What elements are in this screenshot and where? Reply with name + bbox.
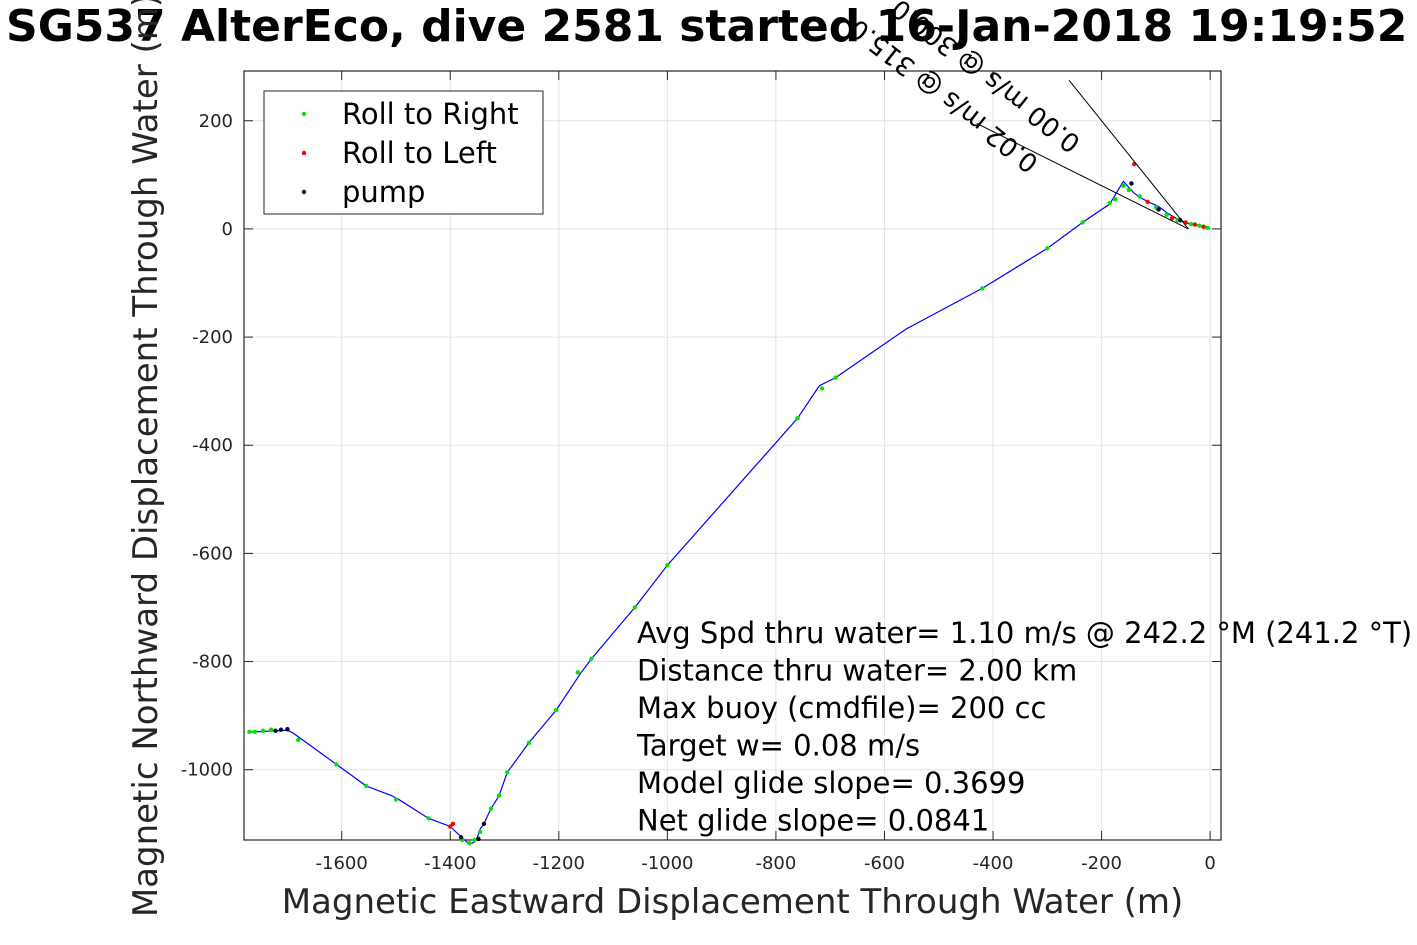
legend: Roll to Right Roll to Left pump xyxy=(263,90,544,215)
roll-right-point xyxy=(1164,212,1169,218)
legend-marker xyxy=(301,150,307,156)
y-tick-label: -800 xyxy=(192,652,233,673)
roll-right-point xyxy=(833,375,838,380)
y-tick-label: -200 xyxy=(192,327,233,348)
pump-point xyxy=(458,835,464,840)
legend-marker xyxy=(301,111,307,117)
roll-right-point xyxy=(426,816,431,821)
roll-right-point xyxy=(1121,183,1126,188)
roll-right-point xyxy=(1112,196,1118,202)
roll-right-point xyxy=(268,727,274,732)
stats-line: Avg Spd thru water= 1.10 m/s @ 242.2 °M … xyxy=(637,616,1412,650)
legend-label: pump xyxy=(342,175,425,209)
roll-right-point xyxy=(252,729,258,735)
x-axis-label: Magnetic Eastward Displacement Through W… xyxy=(282,882,1184,922)
roll-right-point xyxy=(665,563,670,568)
stats-line: Target w= 0.08 m/s xyxy=(636,729,920,763)
legend-marker xyxy=(301,189,307,195)
roll-left-point xyxy=(450,821,456,826)
data-layer xyxy=(247,161,1211,846)
axes-box xyxy=(243,70,1222,841)
stats-line: Model glide slope= 0.3699 xyxy=(637,766,1025,800)
y-tick-label: -600 xyxy=(192,543,233,564)
x-tick-label: -1200 xyxy=(533,853,585,874)
roll-right-point xyxy=(477,829,483,835)
roll-left-point xyxy=(1201,224,1206,229)
pump-point xyxy=(1178,218,1183,223)
y-tick-label: -400 xyxy=(192,435,233,456)
roll-right-point xyxy=(247,729,252,735)
y-tick-label: -1000 xyxy=(181,760,233,781)
x-tick-label: 0 xyxy=(1204,853,1215,874)
tick-layer: -1600 -1400 -1200 -1000 -800 -600 -400 -200 0 200… xyxy=(181,71,1221,874)
x-tick-label: -600 xyxy=(864,853,905,874)
pump-point xyxy=(273,728,278,733)
roll-left-point xyxy=(1192,222,1198,227)
stats-line: Max buoy (cmdfile)= 200 cc xyxy=(637,691,1046,725)
x-tick-label: -1400 xyxy=(424,853,476,874)
roll-right-point xyxy=(526,740,532,745)
roll-left-point xyxy=(1169,215,1175,221)
roll-right-point xyxy=(363,783,369,789)
roll-right-point xyxy=(296,737,301,743)
roll-right-point xyxy=(553,708,559,713)
roll-right-point xyxy=(1188,221,1194,227)
stats-line: Distance thru water= 2.00 km xyxy=(637,654,1077,688)
y-tick-label: 200 xyxy=(199,111,233,132)
roll-right-point xyxy=(488,806,494,811)
roll-right-point xyxy=(632,605,637,610)
roll-right-point xyxy=(589,656,594,662)
legend-label: Roll to Right xyxy=(342,97,519,131)
roll-right-point xyxy=(1080,220,1085,225)
stats-layer: Avg Spd thru water= 1.10 m/s @ 242.2 °M … xyxy=(636,616,1412,838)
roll-right-point xyxy=(505,770,510,775)
roll-right-point xyxy=(1205,225,1210,231)
legend-box xyxy=(263,90,544,215)
roll-left-point xyxy=(448,824,453,829)
x-tick-label: -200 xyxy=(1081,853,1122,874)
roll-right-point xyxy=(979,286,985,291)
pump-point xyxy=(1129,181,1134,186)
roll-right-point xyxy=(1107,200,1112,206)
roll-right-point xyxy=(575,670,581,675)
pump-point xyxy=(481,821,487,826)
axis-label-layer: Magnetic Eastward Displacement Through W… xyxy=(126,0,1183,922)
roll-right-point xyxy=(496,793,502,798)
roll-right-point xyxy=(393,797,399,802)
pump-point xyxy=(285,726,290,732)
roll-right-point xyxy=(334,762,339,767)
pump-point xyxy=(278,727,284,732)
x-tick-label: -800 xyxy=(755,853,796,874)
heading-line xyxy=(1068,79,1189,230)
roll-right-point xyxy=(1197,223,1202,228)
grid-layer xyxy=(244,71,1221,840)
roll-right-point xyxy=(260,728,266,733)
y-axis-label: Magnetic Northward Displacement Through … xyxy=(126,0,166,917)
x-tick-label: -1600 xyxy=(316,853,368,874)
roll-right-point xyxy=(1137,194,1142,199)
roll-right-point xyxy=(795,415,800,421)
x-tick-label: -400 xyxy=(973,853,1014,874)
chart-title: SG537 AlterEco, dive 2581 started 16-Jan… xyxy=(6,1,1408,52)
pump-point xyxy=(476,836,481,842)
x-tick-label: -1000 xyxy=(641,853,693,874)
roll-right-point xyxy=(467,841,472,846)
roll-left-point xyxy=(1145,199,1150,205)
legend-label: Roll to Left xyxy=(342,136,497,170)
y-tick-label: 0 xyxy=(222,219,233,240)
roll-right-point xyxy=(472,837,477,843)
pump-point xyxy=(1156,207,1161,212)
roll-right-point xyxy=(1126,187,1131,193)
stats-line: Net glide slope= 0.0841 xyxy=(637,804,989,838)
roll-right-point xyxy=(1045,246,1050,251)
heading-line xyxy=(976,123,1189,230)
roll-right-point xyxy=(819,386,825,391)
